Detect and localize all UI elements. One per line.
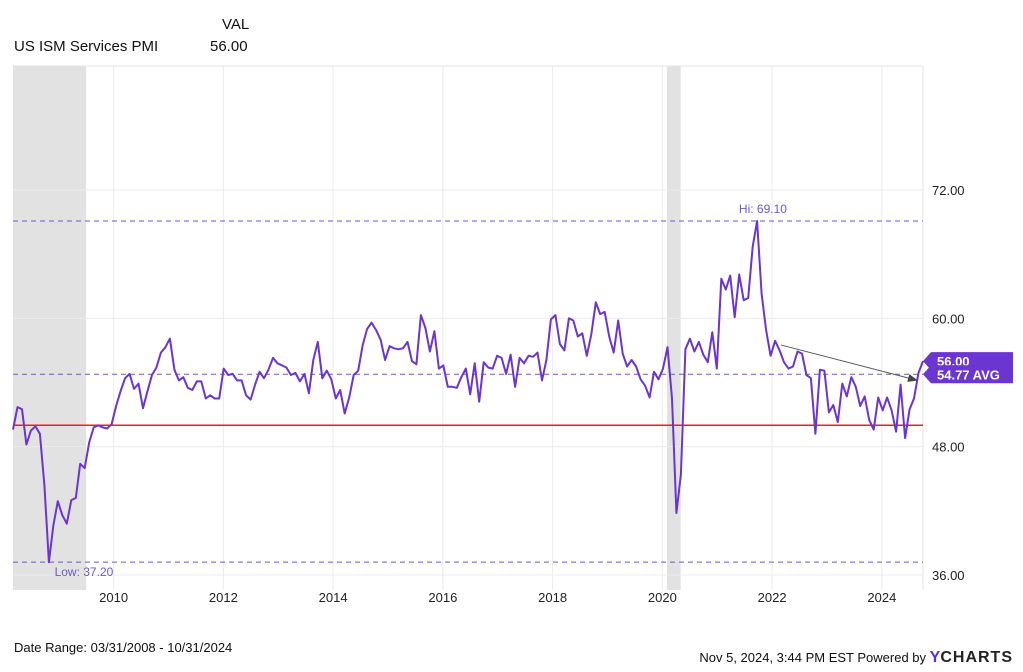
x-tick-label: 2010 bbox=[99, 590, 128, 605]
date-range: Date Range: 03/31/2008 - 10/31/2024 bbox=[14, 640, 233, 655]
y-tick-label: 36.00 bbox=[932, 568, 965, 583]
high-label: Hi: 69.10 bbox=[739, 202, 787, 216]
legend-header: VAL bbox=[222, 16, 250, 33]
trend-arrow bbox=[781, 344, 918, 382]
ycharts-logo-y[interactable]: Y bbox=[929, 649, 941, 666]
axes: 36.00 48.00 60.00 72.00 2010 2012 2014 2016 2018… bbox=[99, 183, 964, 605]
legend-series-name[interactable]: US ISM Services PMI bbox=[14, 38, 159, 55]
x-tick-label: 2014 bbox=[319, 590, 348, 605]
legend: VAL US ISM Services PMI 56.00 bbox=[14, 14, 254, 58]
x-tick-label: 2012 bbox=[209, 590, 238, 605]
y-tick-label: 48.00 bbox=[932, 440, 965, 455]
average-tag-bg bbox=[923, 365, 1013, 384]
recession-band-0 bbox=[13, 66, 87, 590]
series-line bbox=[12, 220, 924, 564]
legend-series-value: 56.00 bbox=[210, 38, 248, 55]
x-tick-label: 2024 bbox=[867, 590, 896, 605]
x-tick-label: 2022 bbox=[758, 590, 787, 605]
y-tick-label: 72.00 bbox=[932, 183, 965, 198]
low-label: Low: 37.20 bbox=[55, 565, 114, 579]
y-tick-label: 60.00 bbox=[932, 311, 965, 326]
x-tick-label: 2020 bbox=[648, 590, 677, 605]
recession-bands bbox=[13, 66, 681, 590]
average-tag: 54.77 AVG bbox=[923, 365, 1013, 384]
timestamp: Nov 5, 2024, 3:44 PM EST Powered by bbox=[699, 650, 927, 665]
average-tag-text: 54.77 AVG bbox=[937, 367, 1000, 382]
footer-credit: Nov 5, 2024, 3:44 PM EST Powered by YCHA… bbox=[699, 649, 1013, 667]
ycharts-logo-text[interactable]: CHARTS bbox=[940, 649, 1013, 666]
x-tick-label: 2018 bbox=[538, 590, 567, 605]
recession-band-1 bbox=[666, 66, 681, 590]
x-tick-label: 2016 bbox=[428, 590, 457, 605]
hi-low-avg-lines bbox=[13, 220, 923, 563]
series-line-ism-services-pmi bbox=[12, 220, 924, 564]
grid bbox=[13, 66, 924, 590]
trend-arrow bbox=[781, 344, 918, 382]
